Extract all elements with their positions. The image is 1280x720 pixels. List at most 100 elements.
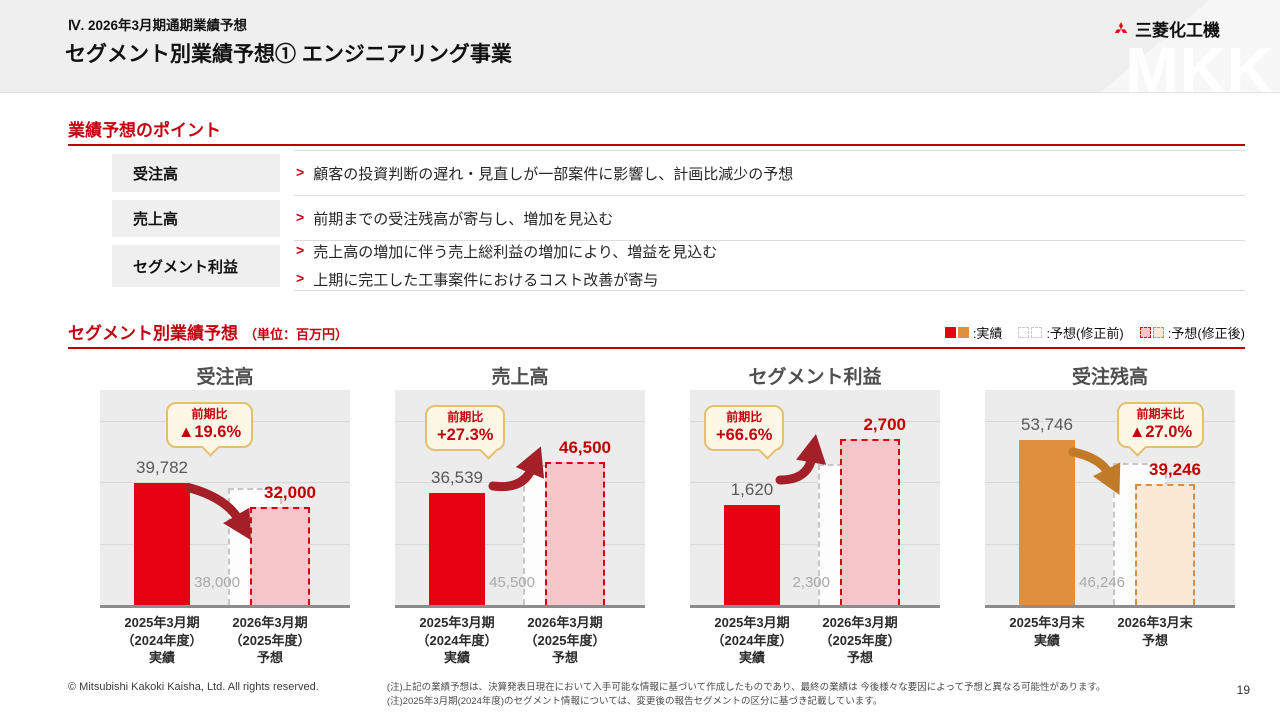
mkk-watermark: MKK [1125,34,1274,93]
legend-label: :予想(修正前) [1046,326,1124,341]
value-label-after: 46,500 [559,438,611,457]
footnotes: (注)上記の業績予想は、決算発表日現在において入手可能な情報に基づいて作成したも… [387,681,1106,710]
row-content: > 顧客の投資判断の遅れ・見直しが一部案件に影響し、計画比減少の予想 [294,150,1245,196]
chart-title: 売上高 [491,367,549,388]
value-label-actual: 53,746 [1021,415,1073,434]
value-label-after: 2,700 [863,415,906,434]
x-axis-label: 2026年3月期 （2025年度） 予想 [819,615,901,666]
legend-swatch-before [1018,327,1030,338]
callout-line2: +66.6% [716,425,773,444]
gridline [985,544,1235,545]
x-axis-label: 2025年3月期 （2024年度） 実績 [416,615,498,666]
value-label-actual: 39,782 [136,458,188,477]
bar-forecast-after [840,439,900,605]
chart-segment-profit: セグメント利益 1,620 2,300 2,700 [690,362,940,665]
value-label-actual: 1,620 [730,480,774,499]
page-number: 19 [1236,682,1250,697]
chart-title: 受注残高 [1071,367,1148,388]
chevron-right-icon: > [296,270,305,286]
gridline [100,544,350,545]
value-label-after: 32,000 [264,483,316,502]
legend-label: :予想(修正後) [1167,326,1245,341]
bar-actual [134,483,190,605]
callout-line1: 前期末比 [1136,407,1185,421]
callout-line1: 前期比 [726,410,763,424]
header: MKK Ⅳ. 2026年3月期通期業績予想 セグメント別業績予想① エンジニアリ… [0,0,1280,93]
gridline [985,421,1235,422]
value-label-actual: 36,539 [431,468,483,487]
legend-swatch-after-cream [1152,327,1164,338]
chart-orders: 受注高 39,782 38,000 32,000 [100,362,350,665]
forecast-heading: セグメント別業績予想 [68,324,238,343]
x-axis-label: 2025年3月期 （2024年度） 実績 [711,615,793,666]
x-axis-label: 2025年3月末 実績 [1009,615,1085,648]
row-label: 受注高 [112,154,280,192]
bullet-text: 売上高の増加に伴う売上総利益の増加により、増益を見込む [313,244,718,261]
page-title: セグメント別業績予想① エンジニアリング事業 [65,43,512,66]
bar-forecast-after [250,507,310,605]
footnote-1: (注)上記の業績予想は、決算発表日現在において入手可能な情報に基づいて作成したも… [386,681,1106,693]
bullet-item: > 顧客の投資判断の遅れ・見直しが一部案件に影響し、計画比減少の予想 [296,163,1245,184]
points-heading: 業績予想のポイント [68,121,221,140]
chart-legend: :実績 :予想(修正前) :予想(修正後) [944,323,1245,344]
row-label: 売上高 [112,200,280,237]
callout-line1: 前期比 [447,410,484,424]
x-axis-label: 2026年3月期 （2025年度） 予想 [229,615,311,666]
row-content: > 前期までの受注残高が寄与し、増加を見込む [294,196,1245,241]
legend-swatch-after-pink [1139,327,1151,338]
breadcrumb: Ⅳ. 2026年3月期通期業績予想 [68,18,247,33]
bar-forecast-after [1135,484,1195,605]
bullet-text: 上期に完工した工事案件におけるコスト改善が寄与 [313,272,659,289]
callout-yoy: 前期末比 ▲27.0% [1117,402,1205,449]
charts-row: 受注高 39,782 38,000 32,000 [0,359,1245,665]
legend-swatch-before [1031,327,1043,338]
chevron-right-icon: > [296,208,305,225]
mitsubishi-diamonds-icon [1114,21,1128,33]
callout-line1: 前期比 [191,407,228,421]
chart-order-backlog: 受注残高 53,746 46,246 39,246 [985,362,1235,662]
bullet-item: > 前期までの受注残高が寄与し、増加を見込む [296,208,1245,229]
x-axis-label: 2025年3月期 （2024年度） 実績 [121,615,203,666]
gridline [690,421,940,422]
bar-actual [1019,440,1075,605]
gridline [395,421,645,422]
forecast-heading-row: セグメント別業績予想 （単位：百万円） :実績 :予想(修正前) [68,319,1245,349]
bullet-item: > 上期に完工した工事案件におけるコスト改善が寄与 [296,269,1245,290]
gridline [395,544,645,545]
footer: © Mitsubishi Kakoki Kaisha, Ltd. All rig… [68,681,1250,710]
bar-actual [429,493,485,605]
value-label-before: 45,500 [489,574,535,591]
legend-item-forecast-after: :予想(修正後) [1139,323,1245,342]
company-name: 三菱化工機 [1135,21,1220,40]
chart-title: 受注高 [196,367,254,388]
points-table: 受注高 > 顧客の投資判断の遅れ・見直しが一部案件に影響し、計画比減少の予想 売… [68,150,1245,291]
callout-yoy: 前期比 +66.6% [704,405,785,452]
value-label-before: 2,300 [792,574,830,591]
callout-line2: ▲19.6% [178,422,242,441]
bar-forecast-after [545,462,605,605]
legend-item-forecast-before: :予想(修正前) [1018,323,1124,342]
points-heading-row: 業績予想のポイント [68,116,1245,146]
points-row-orders: 受注高 > 顧客の投資判断の遅れ・見直しが一部案件に影響し、計画比減少の予想 [112,150,1245,196]
callout-line2: +27.3% [437,425,494,444]
row-content: > 売上高の増加に伴う売上総利益の増加により、増益を見込む > 上期に完工した工… [294,241,1245,291]
legend-item-actual: :実績 [944,323,1003,342]
copyright: © Mitsubishi Kakoki Kaisha, Ltd. All rig… [68,680,319,693]
callout-yoy: 前期比 ▲19.6% [166,402,254,449]
x-axis-label: 2026年3月末 予想 [1117,615,1193,648]
points-section: 業績予想のポイント 受注高 > 顧客の投資判断の遅れ・見直しが一部案件に影響し、… [68,116,1245,291]
bullet-text: 前期までの受注残高が寄与し、増加を見込む [313,210,614,228]
callout-yoy: 前期比 +27.3% [425,405,506,452]
gridline [690,544,940,545]
footnote-2: (注)2025年3月期(2024年度)のセグメント情報については、変更後の報告セ… [386,696,883,708]
bullet-text: 顧客の投資判断の遅れ・見直しが一部案件に影響し、計画比減少の予想 [313,165,794,183]
row-label: セグメント利益 [112,245,280,287]
chevron-right-icon: > [296,242,305,258]
callout-line2: ▲27.0% [1129,422,1193,441]
legend-label: :実績 [972,326,1003,341]
value-label-after: 39,246 [1149,460,1201,479]
value-label-before: 46,246 [1079,574,1125,591]
x-axis-label: 2026年3月期 （2025年度） 予想 [524,615,606,666]
legend-swatch-actual-orange [957,327,969,338]
